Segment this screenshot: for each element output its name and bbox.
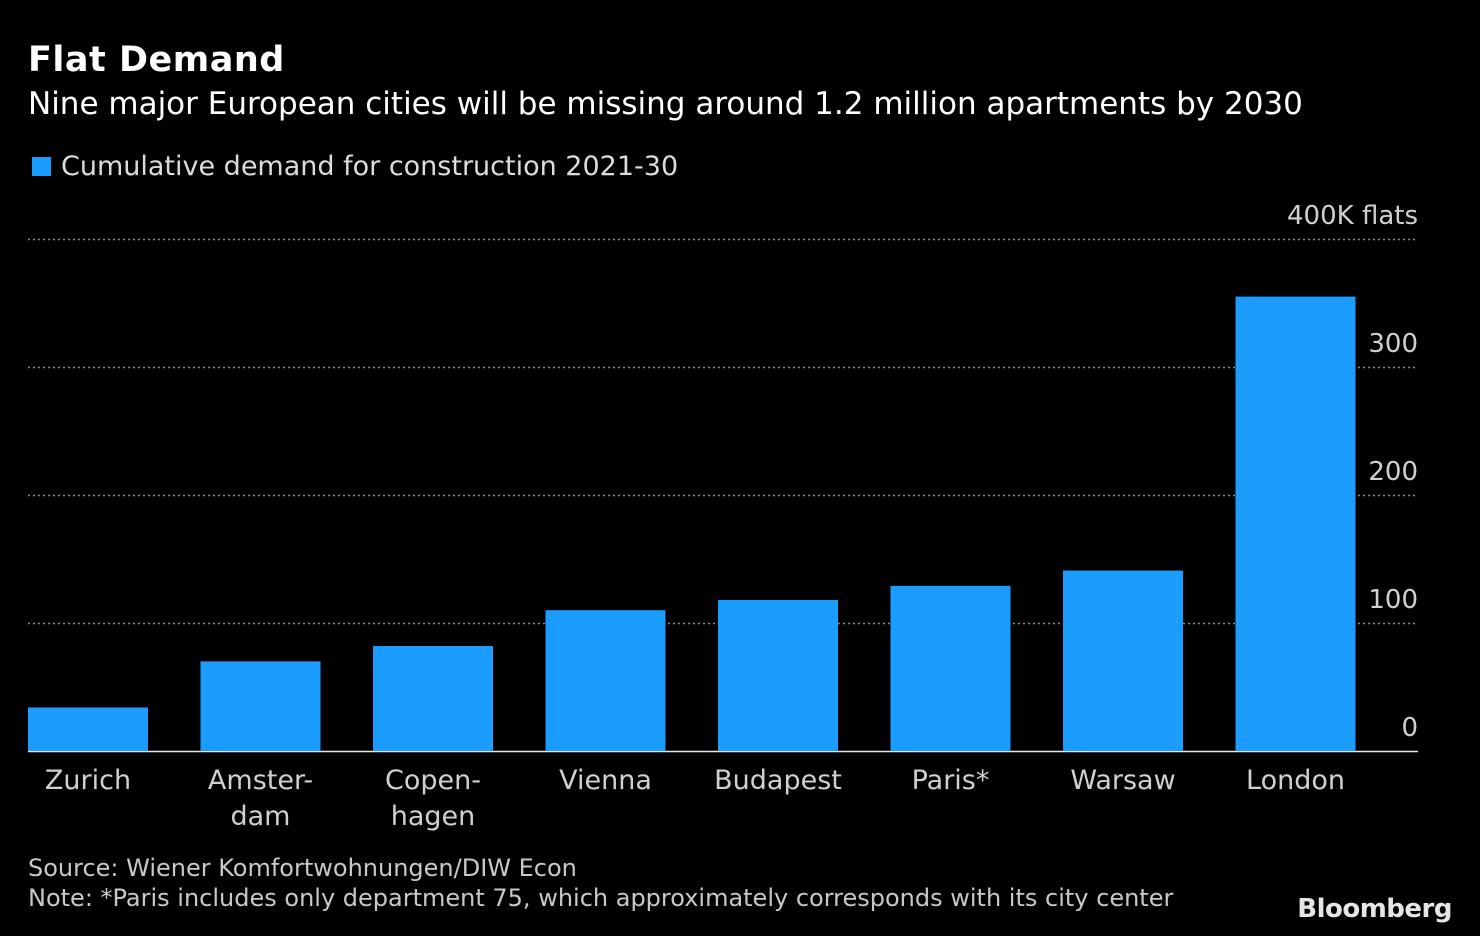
x-tick-label: Budapest: [714, 765, 842, 796]
legend-swatch: [32, 157, 51, 176]
x-axis: Zurich Amster-dam Copen-hagen Vienna Budapes…: [45, 765, 1345, 832]
x-tick-label: Copen-hagen: [385, 765, 481, 832]
bars: [28, 296, 1356, 751]
legend: Cumulative demand for construction 2021-…: [32, 151, 678, 182]
y-axis: 0 100 200 300 400K flats: [1287, 201, 1418, 743]
y-tick-label: 400K flats: [1287, 201, 1418, 231]
bar: [200, 661, 321, 751]
x-tick-label: Warsaw: [1070, 765, 1175, 796]
x-tick-label: Paris*: [912, 765, 990, 796]
source-note: Source: Wiener Komfortwohnungen/DIW Econ: [28, 854, 577, 882]
x-tick-label: London: [1246, 765, 1345, 796]
x-tick-label: Vienna: [559, 765, 652, 796]
x-tick-label: Amster-dam: [208, 765, 313, 832]
legend-label: Cumulative demand for construction 2021-…: [61, 151, 679, 182]
bar: [28, 707, 148, 751]
chart-title: Flat Demand: [28, 40, 285, 80]
bar: [545, 610, 666, 751]
bar: [1235, 296, 1356, 751]
bar: [718, 599, 838, 751]
bar: [890, 585, 1011, 751]
x-tick-label: Zurich: [45, 765, 131, 796]
y-tick-label: 100: [1368, 585, 1418, 615]
chart-subtitle: Nine major European cities will be missi…: [28, 86, 1303, 122]
bar: [1063, 570, 1183, 751]
y-tick-label: 200: [1368, 457, 1418, 487]
bar: [373, 646, 493, 751]
y-tick-label: 0: [1401, 713, 1418, 743]
y-tick-label: 300: [1368, 329, 1418, 359]
bloomberg-logo: Bloomberg: [1297, 894, 1452, 924]
footnote: Note: *Paris includes only department 75…: [28, 884, 1174, 912]
